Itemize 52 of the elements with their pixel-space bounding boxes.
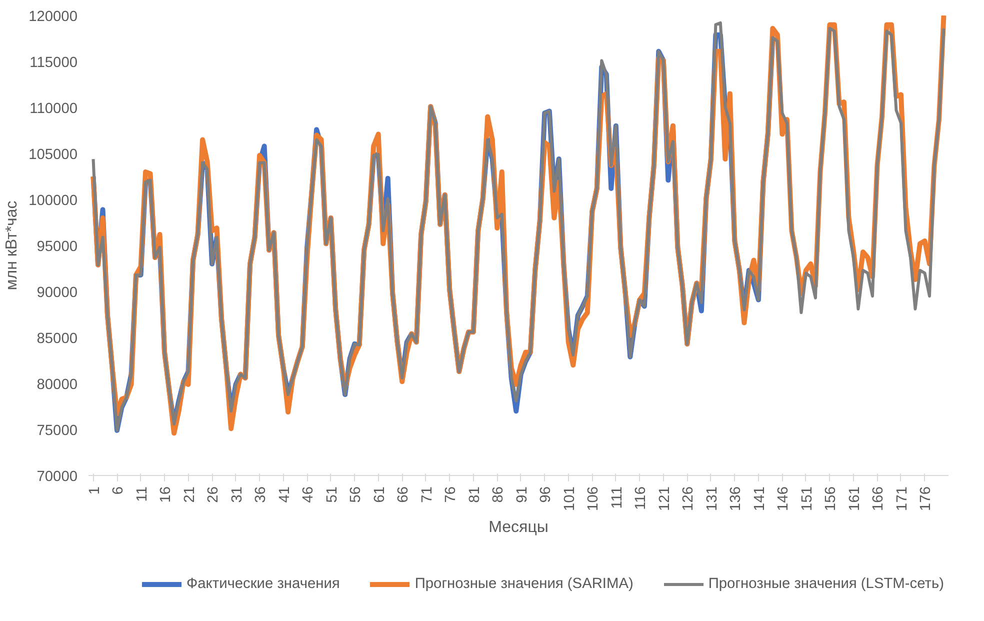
x-tick-label: 151 bbox=[799, 486, 816, 511]
x-tick-label: 116 bbox=[633, 486, 650, 510]
x-tick-label: 31 bbox=[229, 486, 246, 503]
x-tick-label: 71 bbox=[419, 486, 436, 503]
y-tick-label: 120000 bbox=[28, 9, 78, 25]
y-tick-label: 110000 bbox=[30, 101, 78, 117]
legend-label: Прогнозные значения (LSTM-сеть) bbox=[708, 576, 944, 592]
y-tick-label: 100000 bbox=[28, 193, 78, 209]
x-tick-label: 16 bbox=[158, 486, 174, 503]
x-tick-label: 41 bbox=[276, 486, 293, 503]
x-axis-title: Месяцы bbox=[488, 518, 548, 536]
legend-label: Фактические значения bbox=[186, 576, 340, 592]
y-tick-label: 90000 bbox=[36, 285, 78, 301]
y-tick-label: 95000 bbox=[36, 239, 78, 255]
y-tick-label: 80000 bbox=[36, 377, 78, 393]
x-tick-label: 171 bbox=[894, 486, 910, 511]
x-tick-label: 46 bbox=[300, 486, 317, 503]
y-tick-label: 70000 bbox=[36, 469, 78, 485]
x-tick-label: 161 bbox=[846, 486, 863, 511]
x-tick-label: 91 bbox=[514, 486, 530, 503]
x-tick-label: 156 bbox=[823, 486, 840, 511]
x-tick-label: 146 bbox=[776, 486, 792, 511]
y-tick-label: 115000 bbox=[30, 55, 78, 71]
y-tick-label: 85000 bbox=[36, 331, 78, 347]
legend-label: Прогнозные значения (SARIMA) bbox=[414, 576, 634, 592]
x-tick-label: 176 bbox=[918, 486, 934, 511]
x-tick-label: 106 bbox=[586, 486, 602, 511]
x-tick-label: 126 bbox=[680, 486, 697, 511]
x-tick-label: 96 bbox=[538, 486, 554, 503]
x-tick-label: 141 bbox=[752, 486, 768, 511]
y-tick-label: 75000 bbox=[36, 423, 78, 439]
x-tick-label: 21 bbox=[182, 486, 198, 503]
x-tick-label: 101 bbox=[562, 486, 578, 511]
x-tick-label: 111 bbox=[609, 486, 626, 509]
y-axis-title: млн кВт*час bbox=[4, 200, 21, 290]
x-tick-label: 56 bbox=[348, 486, 364, 503]
x-tick-label: 136 bbox=[728, 486, 744, 511]
x-tick-label: 121 bbox=[656, 486, 673, 511]
y-tick-label: 105000 bbox=[28, 147, 78, 163]
x-tick-label: 131 bbox=[704, 486, 720, 511]
x-tick-label: 36 bbox=[253, 486, 270, 503]
x-tick-label: 6 bbox=[110, 486, 127, 495]
x-tick-label: 61 bbox=[372, 486, 388, 503]
x-tick-label: 51 bbox=[324, 486, 340, 503]
x-tick-label: 81 bbox=[466, 486, 483, 503]
x-tick-label: 86 bbox=[490, 486, 507, 503]
x-tick-label: 66 bbox=[396, 486, 412, 503]
x-tick-label: 11 bbox=[134, 486, 150, 502]
x-tick-label: 1 bbox=[86, 486, 103, 495]
x-tick-label: 166 bbox=[870, 486, 887, 511]
x-tick-label: 26 bbox=[206, 486, 222, 503]
x-tick-label: 76 bbox=[443, 486, 460, 503]
